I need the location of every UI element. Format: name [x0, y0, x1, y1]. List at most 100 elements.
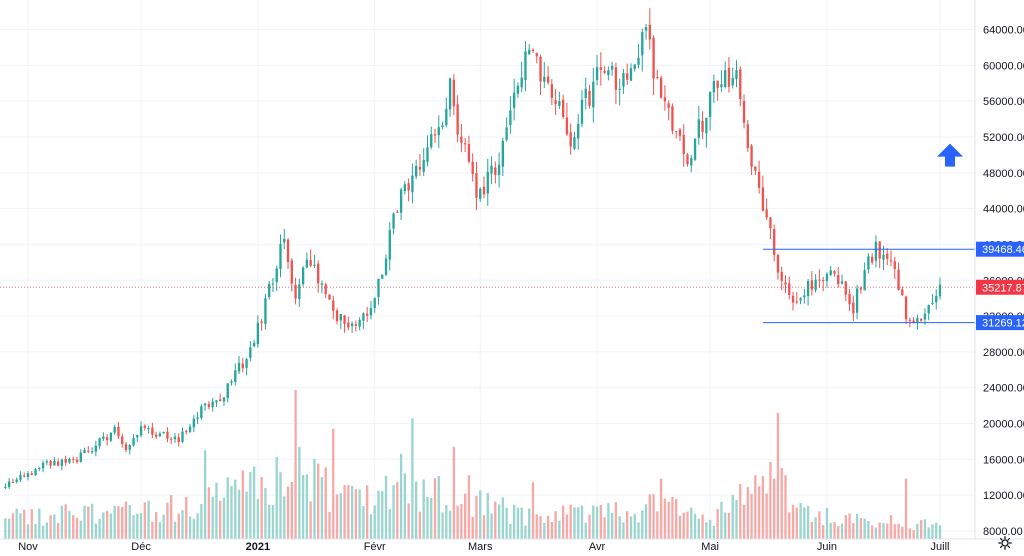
volume-bar [245, 491, 248, 539]
candle-body [686, 154, 689, 165]
volume-bar [577, 507, 580, 539]
volume-bar [912, 530, 915, 539]
volume-bar [26, 524, 30, 539]
volume-bar [237, 489, 241, 539]
candle-body [746, 124, 749, 148]
time-axis[interactable]: Nov Déc 2021 Févr Mars Avr Mai Juin Juill [0, 538, 1024, 553]
volume-bar [618, 516, 621, 539]
candle-body [671, 106, 674, 131]
candle-body [659, 77, 663, 98]
candle-body [497, 164, 501, 175]
candle-body [558, 101, 561, 106]
candle-body [622, 73, 625, 87]
volume-bar [791, 504, 795, 539]
candle-body [181, 431, 184, 442]
candle-body [908, 319, 912, 321]
candle-body [927, 304, 930, 314]
volume-bar [675, 499, 678, 539]
volume-bar [818, 511, 821, 539]
volume-bar [610, 512, 614, 539]
settings-button[interactable] [996, 534, 1014, 552]
candle-body [30, 473, 33, 476]
volume-bar [260, 476, 263, 539]
volume-bar [4, 518, 7, 539]
candle-body [505, 127, 508, 140]
volume-bar [452, 446, 456, 539]
volume-bar [279, 472, 282, 539]
candle-body [215, 400, 218, 403]
candle-body [366, 313, 369, 316]
volume-bar [765, 493, 768, 539]
volume-bar [377, 490, 380, 539]
volume-bar [520, 507, 523, 539]
candle-body [19, 474, 22, 480]
volume-bar [411, 418, 414, 539]
x-tick-label: Févr [364, 541, 386, 553]
volume-bar [162, 514, 165, 539]
volume-bar [283, 496, 286, 539]
volume-bar [844, 514, 847, 539]
candle-body [693, 138, 697, 160]
candle-body [34, 469, 37, 476]
candle-body [799, 298, 802, 301]
candle-body [539, 56, 542, 82]
candle-body [870, 256, 874, 263]
volume-bar [648, 494, 651, 539]
horizontal-lines[interactable] [0, 248, 975, 324]
volume-bar [437, 476, 440, 539]
candle-body [822, 280, 825, 282]
arrow-up-shape[interactable] [937, 143, 963, 167]
candle-body [754, 166, 757, 171]
candle-body [339, 314, 342, 321]
candle-body [207, 404, 211, 408]
volume-bar [656, 511, 659, 539]
candle-body [569, 132, 572, 147]
price-axis[interactable]: 64000.00 60000.00 56000.00 52000.00 48000.00… [974, 0, 1024, 539]
volume-bar [396, 482, 399, 539]
candle-body [448, 78, 452, 110]
candle-body [682, 134, 685, 155]
volume-bar [874, 527, 878, 539]
candle-body [528, 49, 531, 55]
volume-bar [23, 509, 26, 539]
candle-body [53, 461, 56, 466]
candle-body [512, 92, 516, 108]
candle-body [701, 120, 704, 132]
volume-bar [94, 523, 98, 539]
candle-body [23, 475, 26, 477]
candle-body [543, 76, 546, 82]
candle-body [690, 157, 693, 166]
candle-body [136, 434, 139, 438]
volume-bar [305, 474, 309, 539]
candle-body [177, 437, 180, 443]
candle-body [765, 209, 768, 218]
volume-bar [757, 486, 761, 539]
volume-bar [663, 498, 667, 539]
volume-bar [565, 514, 569, 539]
candle-body [780, 271, 783, 281]
candle-body [788, 283, 791, 295]
candle-body [200, 406, 203, 419]
volume-bar [886, 523, 889, 539]
volume-bar [769, 461, 772, 539]
candle-body [102, 436, 105, 439]
volume-bar [848, 513, 851, 539]
arrow-up-icon[interactable] [937, 143, 963, 167]
volume-bar [185, 497, 188, 539]
candle-body [294, 284, 297, 299]
candle-body [301, 267, 305, 285]
candle-body [38, 467, 41, 469]
volume-bar [938, 525, 942, 539]
volume-bar [215, 482, 218, 539]
candle-body [422, 159, 425, 172]
volume-bar [501, 497, 505, 539]
volume-bar [166, 502, 169, 539]
candle-body [829, 270, 832, 275]
candle-body [678, 129, 682, 136]
candle-body [509, 110, 512, 125]
volume-bar [317, 463, 320, 539]
candle-body [675, 131, 678, 133]
candle-body [810, 280, 814, 290]
candle-body [531, 49, 535, 51]
